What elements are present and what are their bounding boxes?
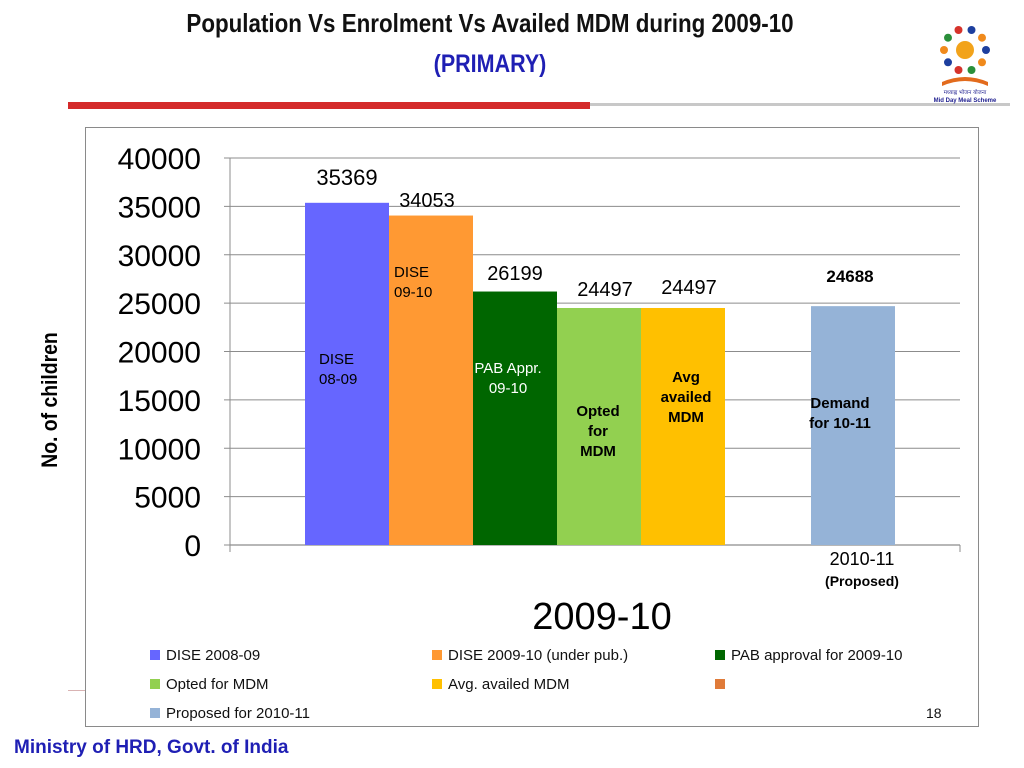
legend-label: DISE 2008-09 xyxy=(166,646,261,664)
data-label: 24497 xyxy=(661,277,717,299)
y-tick-label: 35000 xyxy=(118,191,201,224)
bar-opted-for-mdm xyxy=(557,307,641,545)
legend-item-avg: Avg. availed MDM xyxy=(432,673,569,695)
chart-legend: DISE 2008-09 DISE 2009-10 (under pub.) P… xyxy=(150,644,950,726)
y-tick-label: 10000 xyxy=(118,433,201,466)
y-tick-label: 30000 xyxy=(118,240,201,273)
logo-caption-english: Mid Day Meal Scheme xyxy=(934,98,997,104)
bar-inner-label: Opted xyxy=(576,403,619,420)
bar-inner-label: availed xyxy=(661,389,712,406)
title-rule-red xyxy=(68,102,590,109)
data-label: 24497 xyxy=(577,279,633,301)
legend-swatch xyxy=(432,650,442,660)
legend-swatch xyxy=(150,650,160,660)
y-tick-label: 5000 xyxy=(134,482,201,515)
legend-swatch xyxy=(432,679,442,689)
legend-swatch xyxy=(150,679,160,689)
bar-dise-2008-09 xyxy=(305,202,389,545)
bar-inner-label: PAB Appr. xyxy=(474,360,541,377)
legend-item-pab: PAB approval for 2009-10 xyxy=(715,644,903,666)
legend-item-dise-0910: DISE 2009-10 (under pub.) xyxy=(432,644,628,666)
bar-inner-label: Demand xyxy=(810,395,869,412)
x-axis-title: 2009-10 xyxy=(532,596,671,638)
legend-swatch xyxy=(715,650,725,660)
footer-ministry: Ministry of HRD, Govt. of India xyxy=(14,737,289,758)
legend-item-unlabeled xyxy=(715,673,731,695)
group-label-2010-11: 2010-11 xyxy=(830,549,895,569)
legend-item-opted: Opted for MDM xyxy=(150,673,269,695)
bar-inner-label: Avg xyxy=(672,369,700,386)
legend-label: Opted for MDM xyxy=(166,675,269,693)
slide-number: 18 xyxy=(926,705,942,721)
y-tick-label: 15000 xyxy=(118,385,201,418)
group-sublabel-proposed: (Proposed) xyxy=(825,573,899,589)
bar-pab-approval-for-2009-10 xyxy=(473,291,557,545)
data-label: 34053 xyxy=(399,190,455,212)
bar-inner-label: for 10-11 xyxy=(809,415,871,432)
data-label: 35369 xyxy=(316,165,377,190)
bar-dise-2009-10-under-pub xyxy=(389,215,473,545)
y-tick-label: 20000 xyxy=(118,337,201,370)
bar-inner-label: MDM xyxy=(580,443,616,460)
legend-item-proposed: Proposed for 2010-11 xyxy=(150,702,310,724)
mdm-logo-icon: मध्याह्न भोजन योजना Mid Day Meal Scheme xyxy=(934,26,997,104)
logo-caption-hindi: मध्याह्न भोजन योजना xyxy=(944,89,987,96)
legend-swatch xyxy=(150,708,160,718)
bar-inner-label: DISE xyxy=(394,264,429,281)
footer-accent-line xyxy=(68,690,86,691)
legend-label: PAB approval for 2009-10 xyxy=(731,646,903,664)
slide-title: Population Vs Enrolment Vs Availed MDM d… xyxy=(186,8,794,38)
y-tick-label: 40000 xyxy=(118,143,201,176)
y-tick-label: 0 xyxy=(184,530,201,563)
bar-inner-label: for xyxy=(588,423,608,440)
bar-inner-label: 09-10 xyxy=(489,380,527,397)
bar-inner-label: DISE xyxy=(319,351,354,368)
slide-subtitle: (PRIMARY) xyxy=(433,50,547,78)
data-label: 26199 xyxy=(487,263,543,285)
legend-item-dise-0809: DISE 2008-09 xyxy=(150,644,260,666)
legend-label: Avg. availed MDM xyxy=(448,675,570,693)
bar-proposed-for-2010-11 xyxy=(811,306,895,545)
legend-label: Proposed for 2010-11 xyxy=(166,704,310,722)
title-rule-grey xyxy=(590,103,1010,106)
data-label: 24688 xyxy=(826,267,873,286)
bar-inner-label: 08-09 xyxy=(319,371,357,388)
legend-label: DISE 2009-10 (under pub.) xyxy=(448,646,629,664)
bar-inner-label: MDM xyxy=(668,409,704,426)
legend-swatch-unlabeled xyxy=(715,679,725,689)
y-tick-label: 25000 xyxy=(118,288,201,321)
bar-inner-label: 09-10 xyxy=(394,284,432,301)
bar-avg-availed-mdm xyxy=(641,307,725,545)
